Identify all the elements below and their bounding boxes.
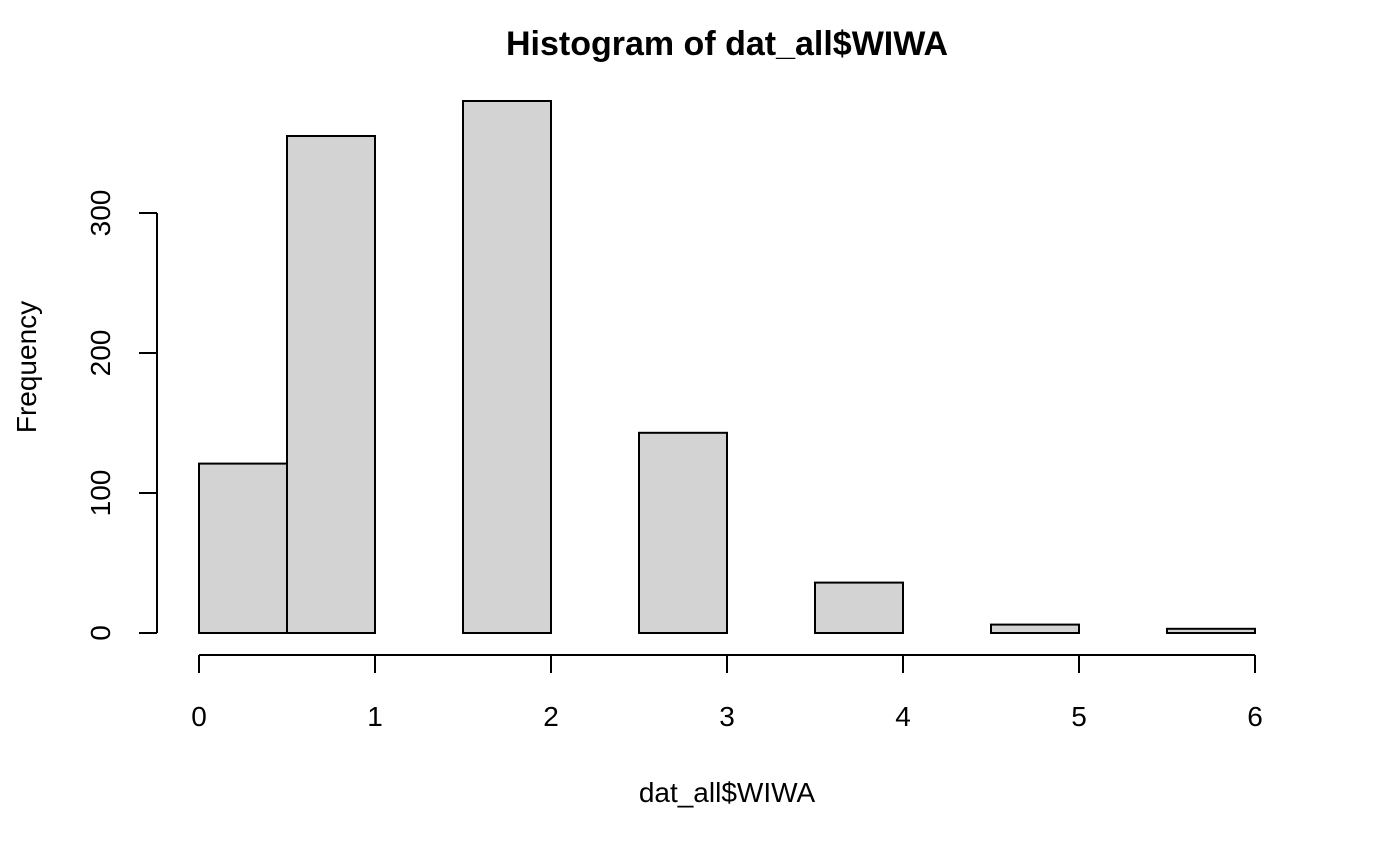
- y-tick-label-2: 200: [85, 330, 116, 377]
- y-tick-label-3: 300: [85, 190, 116, 237]
- bars-group: [198, 100, 1256, 634]
- histogram-bar-9: [990, 623, 1080, 634]
- histogram-bar-11: [1166, 627, 1256, 634]
- x-axis: 0 1 2 3 4 5 6: [191, 654, 1263, 732]
- x-tick-label-6: 6: [1247, 701, 1263, 732]
- histogram-bar-0: [198, 462, 288, 634]
- histogram-bar-3: [462, 100, 552, 634]
- chart-title: Histogram of dat_all$WIWA: [506, 25, 948, 63]
- x-tick-label-0: 0: [191, 701, 207, 732]
- histogram-bar-5: [638, 431, 728, 634]
- x-axis-label: dat_all$WIWA: [639, 777, 816, 808]
- x-tick-label-4: 4: [895, 701, 911, 732]
- x-tick-label-2: 2: [543, 701, 559, 732]
- x-tick-label-3: 3: [719, 701, 735, 732]
- histogram-bar-1: [286, 135, 376, 634]
- y-tick-label-0: 0: [85, 625, 116, 641]
- x-tick-label-5: 5: [1071, 701, 1087, 732]
- y-axis-label: Frequency: [11, 301, 42, 433]
- y-axis: 0 100 200 300: [85, 190, 158, 641]
- histogram-bar-7: [814, 581, 904, 634]
- x-tick-label-1: 1: [367, 701, 383, 732]
- y-tick-label-1: 100: [85, 470, 116, 517]
